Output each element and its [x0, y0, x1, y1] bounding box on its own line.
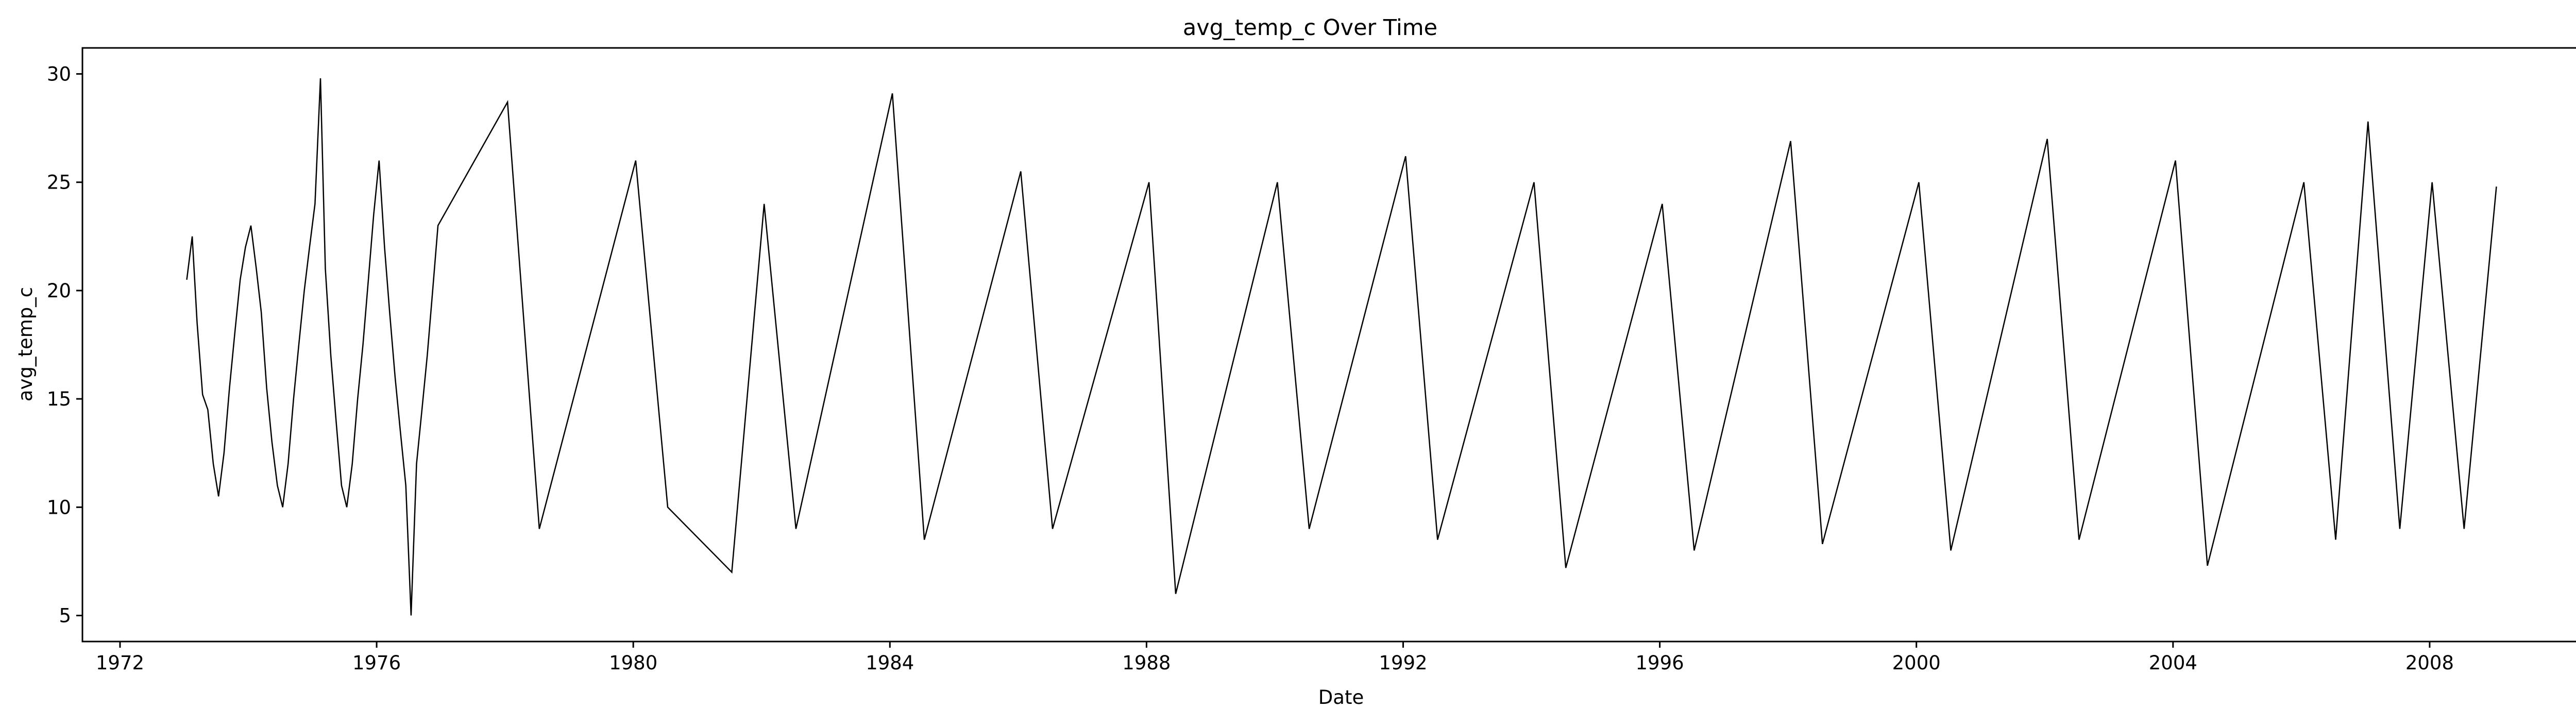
y-tick-label: 10	[47, 496, 71, 518]
y-axis-ticks: 5 10 15 20 25 30	[47, 63, 82, 627]
x-tick-label: 1984	[866, 652, 914, 674]
y-tick-label: 15	[47, 388, 71, 410]
y-axis-label: avg_temp_c	[14, 287, 37, 401]
x-tick-label: 1976	[352, 652, 401, 674]
x-tick-label: 2008	[2405, 652, 2454, 674]
plot-area: 1972 1976 1980 1984 1988 1992 1996 2000 2004 2008…	[47, 47, 2576, 674]
y-tick-label: 25	[47, 172, 71, 194]
chart-title: avg_temp_c Over Time	[1183, 15, 1437, 41]
x-tick-label: 1992	[1379, 652, 1427, 674]
y-tick-label: 5	[59, 605, 71, 627]
x-axis-ticks: 1972 1976 1980 1984 1988 1992 1996 2000 2004 2008	[96, 642, 2454, 674]
y-tick-label: 20	[47, 280, 71, 302]
x-tick-label: 1996	[1636, 652, 1684, 674]
series-layer	[186, 78, 2497, 616]
y-tick-label: 30	[47, 63, 71, 85]
x-tick-label: 1988	[1122, 652, 1171, 674]
plot-frame	[81, 47, 2576, 643]
x-tick-label: 1980	[609, 652, 657, 674]
x-tick-label: 2004	[2149, 652, 2197, 674]
x-axis-label: Date	[1318, 686, 1364, 709]
series-line	[186, 78, 2497, 616]
x-tick-label: 2000	[1892, 652, 1941, 674]
x-tick-label: 1972	[96, 652, 144, 674]
